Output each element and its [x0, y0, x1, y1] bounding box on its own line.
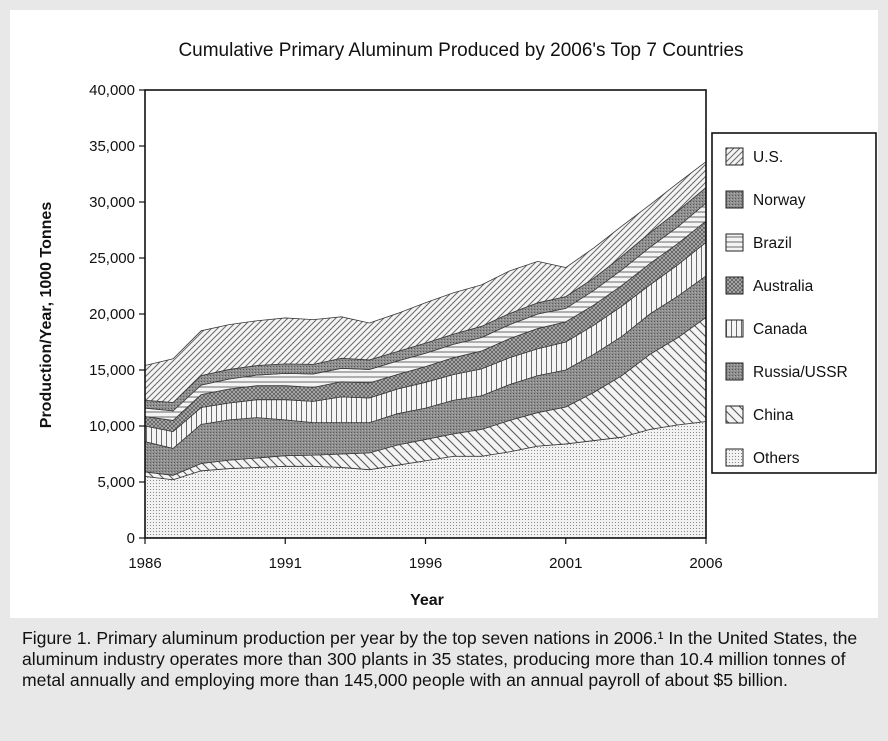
legend-label-u-s-: U.S. — [753, 149, 783, 166]
legend-swatch-china — [725, 405, 744, 424]
legend-label-norway: Norway — [753, 192, 806, 209]
figure-caption: Figure 1. Primary aluminum production pe… — [22, 628, 858, 690]
legend-label-russia-ussr: Russia/USSR — [753, 364, 848, 381]
y-tick-label: 35,000 — [89, 138, 135, 155]
legend-swatch-norway — [725, 190, 744, 209]
legend-label-china: China — [753, 407, 794, 424]
x-tick-label: 1986 — [128, 555, 161, 572]
y-axis: 0 5,000 10,000 15,000 20,000 25,000 30,000 35,0… — [89, 82, 145, 547]
y-tick-label: 15,000 — [89, 362, 135, 379]
x-tick-label: 2006 — [689, 555, 722, 572]
x-tick-label: 1991 — [269, 555, 302, 572]
y-tick-label: 20,000 — [89, 306, 135, 323]
x-tick-label: 1996 — [409, 555, 442, 572]
legend-label-brazil: Brazil — [753, 235, 792, 252]
legend-swatch-australia — [725, 276, 744, 295]
legend-swatch-canada — [725, 319, 744, 338]
legend-swatch-russia-ussr — [725, 362, 744, 381]
chart: Cumulative Primary Aluminum Produced by … — [10, 10, 878, 618]
x-axis: 1986 1991 1996 2001 2006 — [128, 538, 723, 572]
legend-swatch-u-s- — [725, 147, 744, 166]
y-tick-label: 0 — [127, 530, 135, 547]
y-tick-label: 5,000 — [97, 474, 135, 491]
legend-label-canada: Canada — [753, 321, 808, 338]
y-tick-label: 30,000 — [89, 194, 135, 211]
legend: U.S. Norway Brazil Australia Canada Russia/US… — [725, 147, 848, 467]
y-tick-label: 10,000 — [89, 418, 135, 435]
x-axis-label: Year — [410, 592, 444, 609]
y-tick-label: 25,000 — [89, 250, 135, 267]
legend-swatch-brazil — [725, 233, 744, 252]
legend-label-australia: Australia — [753, 278, 814, 295]
legend-swatch-others — [725, 448, 744, 467]
x-tick-label: 2001 — [549, 555, 582, 572]
y-axis-label: Production/Year, 1000 Tonnes — [38, 202, 55, 429]
legend-label-others: Others — [753, 450, 800, 467]
chart-title: Cumulative Primary Aluminum Produced by … — [178, 40, 743, 61]
y-tick-label: 40,000 — [89, 82, 135, 99]
